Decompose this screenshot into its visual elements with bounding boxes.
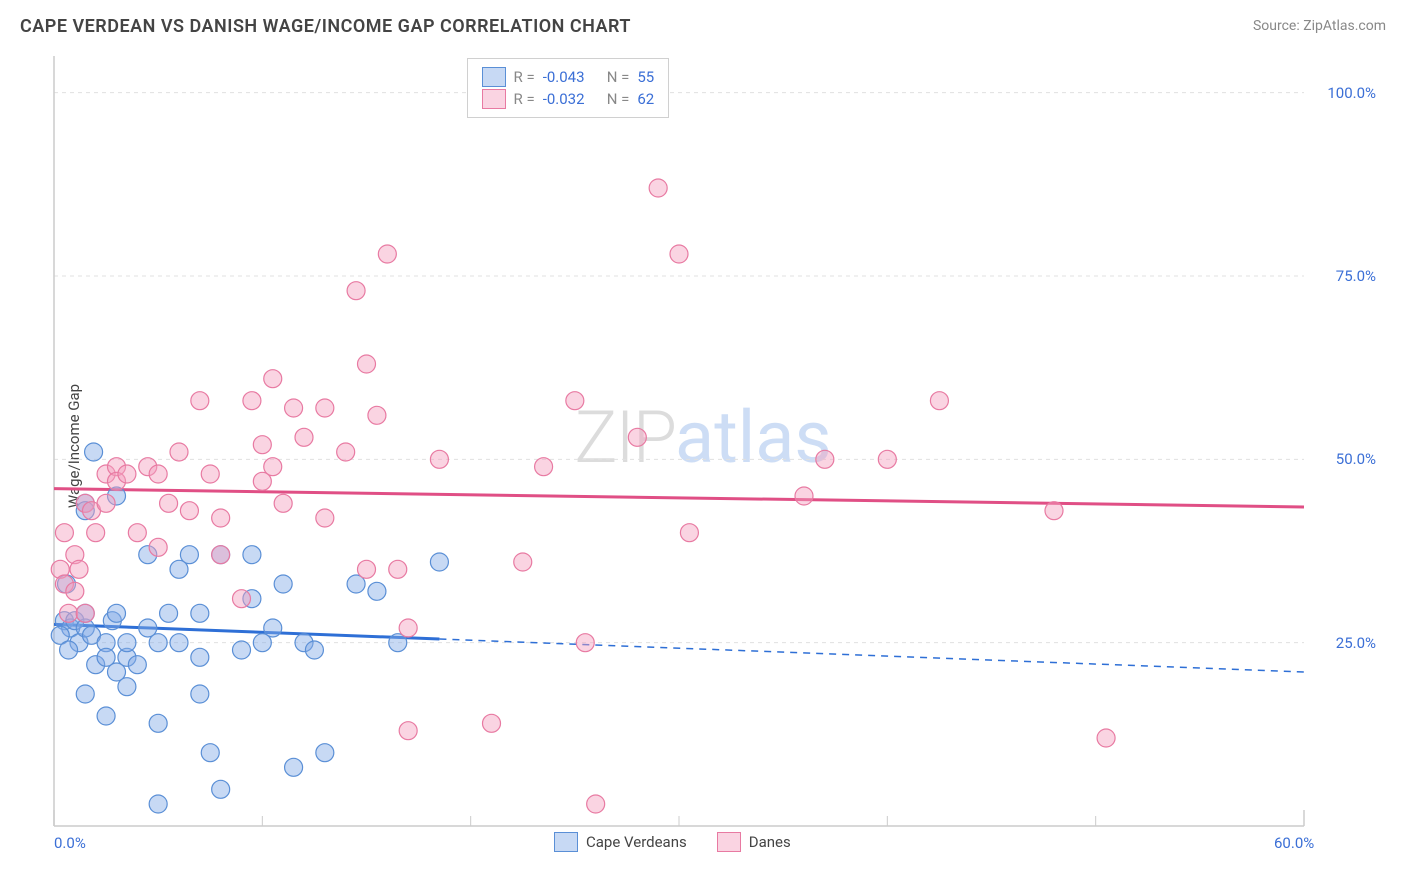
chart-container: CAPE VERDEAN VS DANISH WAGE/INCOME GAP C… (0, 0, 1406, 892)
legend-swatch-icon (554, 832, 578, 852)
y-tick-label: 75.0% (1336, 267, 1376, 285)
legend-series-label: Danes (749, 833, 791, 851)
legend-r-value: -0.032 (543, 90, 599, 108)
y-tick-label: 100.0% (1327, 84, 1376, 102)
series-legend: Cape Verdeans Danes (554, 832, 791, 852)
x-tick-label: 60.0% (1274, 834, 1314, 852)
chart-title: CAPE VERDEAN VS DANISH WAGE/INCOME GAP C… (20, 16, 631, 37)
legend-swatch-icon (482, 89, 506, 109)
legend-r-label: R = (514, 90, 535, 108)
legend-n-value: 62 (637, 90, 654, 108)
source-label: Source: ZipAtlas.com (1253, 18, 1386, 34)
y-tick-label: 25.0% (1336, 634, 1376, 652)
scatter-chart (48, 50, 1386, 860)
legend-swatch-icon (482, 67, 506, 87)
legend-r-label: R = (514, 68, 535, 86)
legend-r-value: -0.043 (543, 68, 599, 86)
legend-series-label: Cape Verdeans (586, 833, 687, 851)
x-tick-label: 0.0% (54, 834, 86, 852)
legend-row: R = -0.043 N = 55 (482, 67, 655, 87)
legend-item: Cape Verdeans (554, 832, 687, 852)
legend-n-value: 55 (637, 68, 654, 86)
legend-row: R = -0.032 N = 62 (482, 89, 655, 109)
correlation-legend: R = -0.043 N = 55 R = -0.032 N = 62 (467, 58, 670, 118)
legend-swatch-icon (717, 832, 741, 852)
legend-n-label: N = (607, 90, 630, 108)
y-tick-label: 50.0% (1336, 450, 1376, 468)
legend-item: Danes (717, 832, 791, 852)
legend-n-label: N = (607, 68, 630, 86)
